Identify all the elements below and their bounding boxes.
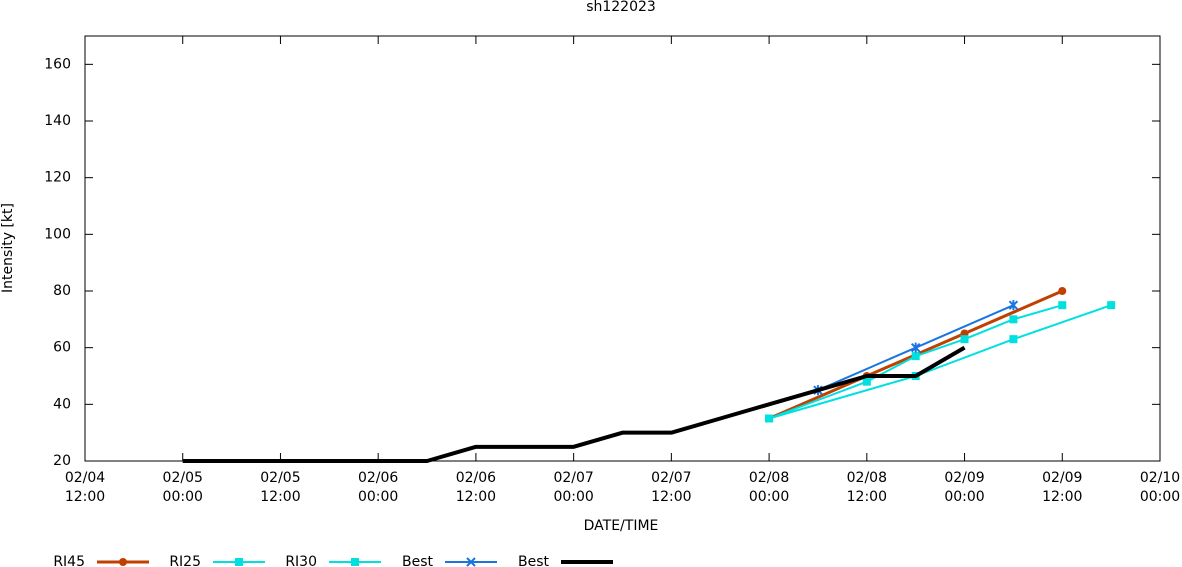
point [910,342,921,353]
x-tick-label: 02/08 12:00 [846,470,887,505]
x-tick-label: 02/05 12:00 [260,470,301,505]
point [1008,300,1019,311]
legend-label: RI30 [285,554,317,567]
point [862,377,871,386]
point [960,335,969,344]
legend-marker [235,558,243,566]
legend-marker [351,558,359,566]
series-line [182,345,966,463]
legend-marker [119,558,127,566]
legend-marker [235,558,243,566]
x-tick-label: 02/08 00:00 [748,470,790,505]
legend-label: Best [518,554,550,567]
y-tick-label: 20 [53,453,71,469]
y-tick-label: 60 [53,340,71,356]
x-tick-label: 02/07 12:00 [651,470,692,505]
y-tick-label: 80 [53,283,71,299]
point [1058,287,1067,295]
legend-marker [466,557,476,567]
point [1058,301,1067,310]
x-tick-label: 02/04 12:00 [64,470,106,505]
y-tick-label: 120 [44,170,71,186]
point [1009,335,1018,344]
series-line [768,304,1112,420]
point [765,414,774,423]
legend-label: RI45 [53,554,85,567]
y-tick-label: 140 [44,113,71,129]
x-tick-label: 02/09 12:00 [1042,470,1083,505]
point [911,352,920,361]
y-tick-label: 100 [44,226,71,242]
x-tick-label: 02/06 00:00 [357,470,399,505]
x-tick-label: 02/05 00:00 [162,470,203,505]
point [1107,301,1116,310]
chart-title: sh122023 [586,0,656,15]
legend-marker [351,558,359,566]
y-tick-label: 40 [53,396,71,412]
legend-label: RI25 [169,554,201,567]
y-tick-label: 160 [44,56,71,72]
x-tick-label: 02/09 00:00 [944,470,985,505]
legend-marker [119,558,127,566]
legend-label: Best [402,554,434,567]
x-tick-label: 02/07 00:00 [553,470,594,505]
x-axis-label: DATE/TIME [584,518,659,534]
y-axis-label: Intensity [kt] [0,203,16,293]
plot-frame [84,35,1161,462]
series-line [768,304,1063,420]
legend-marker [466,557,476,567]
x-tick-label: 02/06 12:00 [455,470,497,505]
x-tick-label: 02/10 00:00 [1139,470,1181,505]
point [1009,315,1018,324]
